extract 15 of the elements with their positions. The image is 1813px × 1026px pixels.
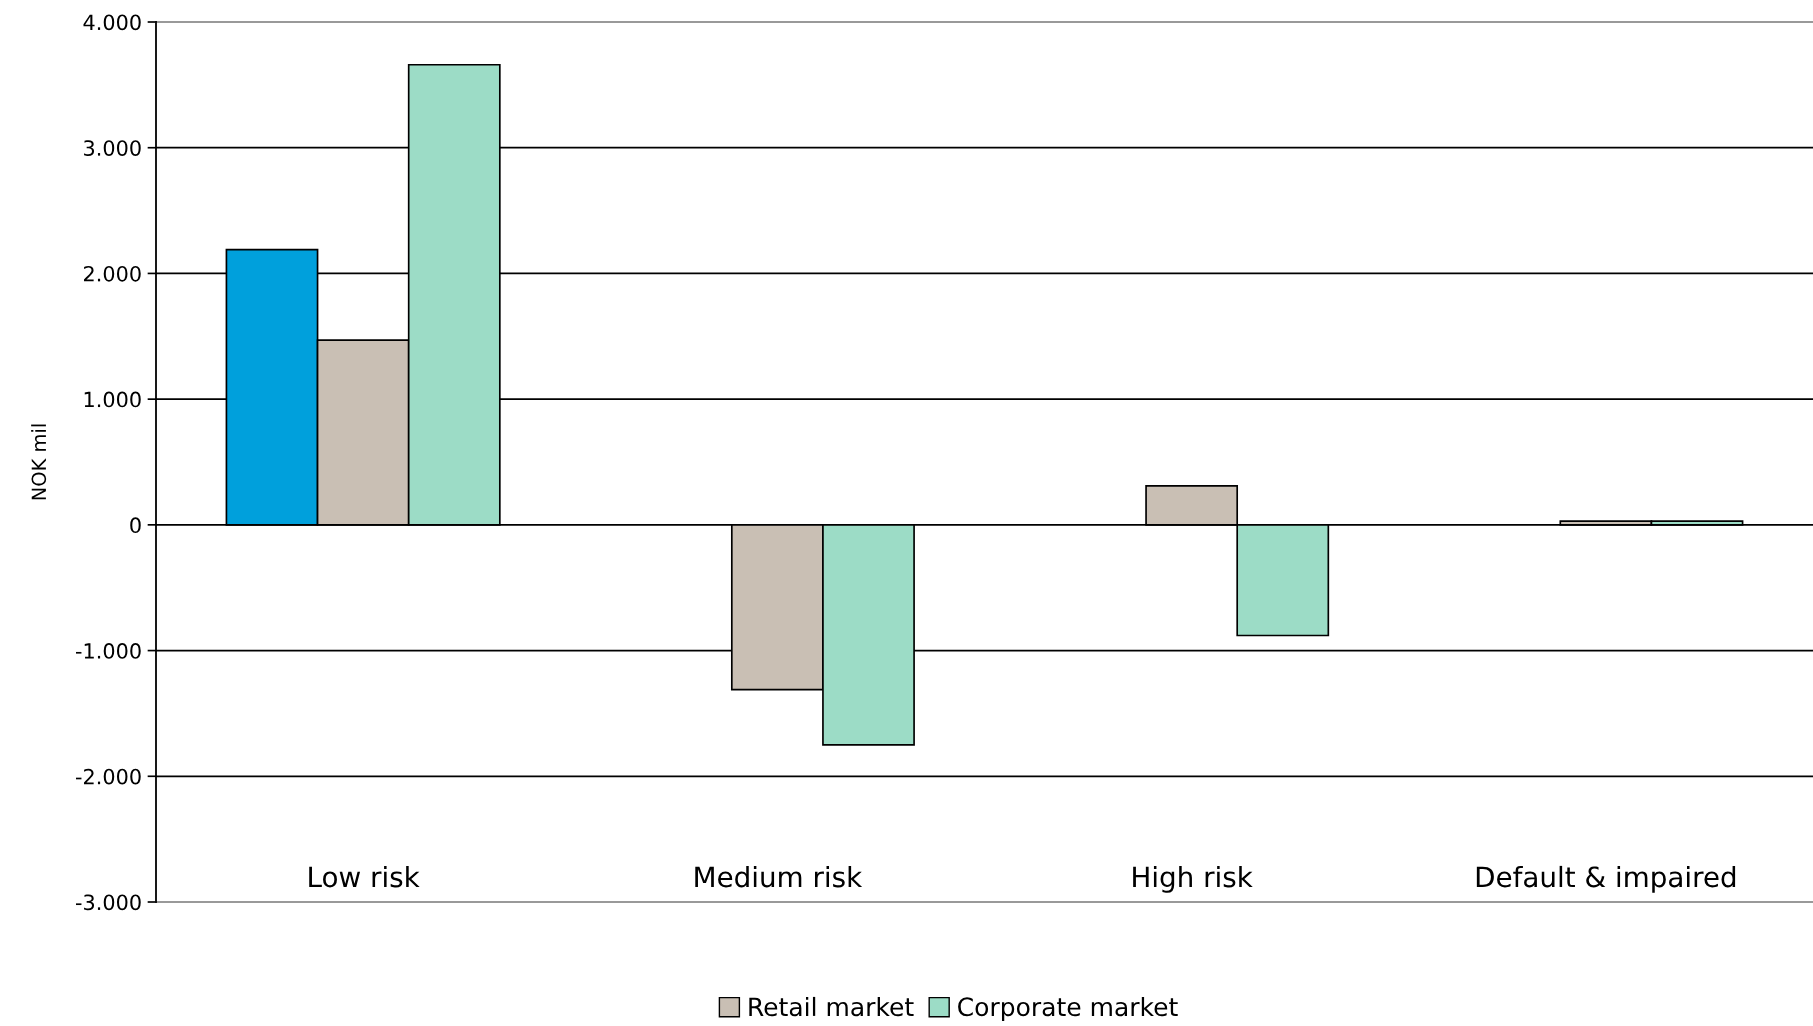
y-tick-label: 0 xyxy=(130,517,141,534)
legend-label: Retail market xyxy=(749,996,914,1017)
y-tick-label: -2.000 xyxy=(75,768,141,785)
x-tick-label: Medium risk xyxy=(695,865,863,888)
x-tick-label: High risk xyxy=(1133,865,1253,893)
y-tick-label: 2.000 xyxy=(84,265,141,282)
y-tick-label: -1.000 xyxy=(75,643,141,659)
x-tick-label: Low risk xyxy=(309,865,420,888)
y-tick-label: 3.000 xyxy=(84,140,141,156)
y-axis-title: NOK mil xyxy=(31,424,47,500)
y-tick-label: 4.000 xyxy=(83,14,141,31)
y-tick-label: 1.000 xyxy=(84,391,141,408)
x-tick-label: Default & impaired xyxy=(1476,865,1736,893)
legend-label: Corporate market xyxy=(958,996,1178,1022)
y-tick-label: -3.000 xyxy=(75,894,141,911)
